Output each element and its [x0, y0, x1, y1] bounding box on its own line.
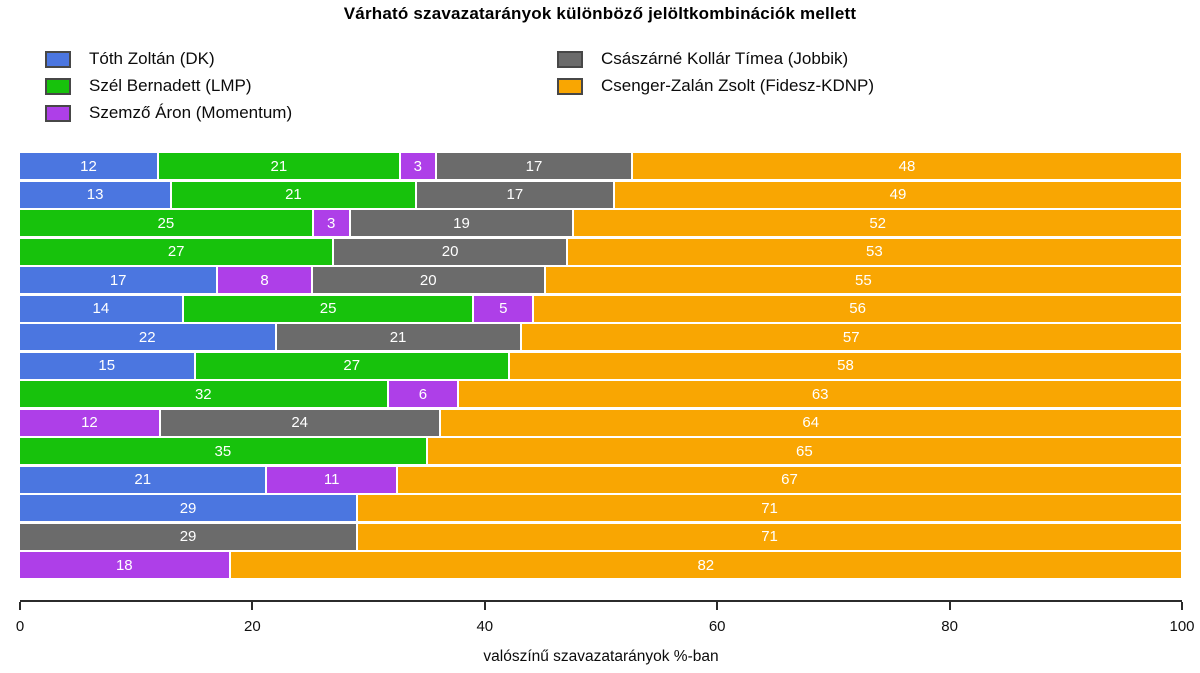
- legend-item: Szemző Áron (Momentum): [45, 102, 557, 124]
- bar-segment: 12: [20, 409, 159, 436]
- bar-row: 22 21 57: [20, 324, 1181, 350]
- bar-segment: 14: [20, 295, 182, 322]
- legend-item: Tóth Zoltán (DK): [45, 48, 557, 70]
- bar-segment: 65: [427, 438, 1181, 464]
- bar-segment: 27: [20, 238, 333, 265]
- bar-segment: 12: [20, 153, 157, 179]
- bar-segment: 24: [160, 409, 439, 436]
- x-axis-label: valószínű szavazatarányok %-ban: [483, 648, 719, 665]
- bar-segment: 35: [20, 438, 426, 464]
- bar-segment: 56: [534, 295, 1181, 322]
- bar-row: 18 82: [20, 552, 1181, 578]
- bar-segment: 5: [474, 295, 533, 322]
- legend-item-label: Szemző Áron (Momentum): [89, 103, 293, 122]
- bar-segment: 17: [416, 181, 614, 208]
- bar-segment: 32: [20, 381, 387, 407]
- legend-swatch: [557, 77, 583, 95]
- x-axis-tick-label: 80: [941, 618, 958, 635]
- bar-segment: 71: [358, 523, 1181, 550]
- bar-segment: 18: [20, 552, 229, 578]
- bar-row: 29 71: [20, 523, 1181, 550]
- x-axis-tick: [716, 602, 719, 610]
- bar-segment: 8: [218, 267, 311, 293]
- x-axis: 0 20 40 60 80 100: [16, 600, 1195, 640]
- bar-segment: 58: [509, 352, 1181, 379]
- legend-item-label: Császárné Kollár Tímea (Jobbik): [601, 49, 849, 68]
- bar-row: 35 65: [20, 438, 1181, 464]
- bar-segment: 48: [633, 153, 1181, 179]
- x-axis-tick: [19, 602, 21, 610]
- x-axis-tick: [483, 602, 486, 610]
- bar-row: 21 11 67: [20, 466, 1181, 493]
- x-axis-tick-label: 0: [15, 618, 25, 635]
- bar-row: 25 3 19 52: [20, 210, 1182, 236]
- legend-item-label: Csenger-Zalán Zsolt (Fidesz-KDNP): [601, 76, 875, 95]
- bar-segment: 21: [158, 153, 399, 179]
- legend-item-label: Tóth Zoltán (DK): [89, 49, 215, 68]
- bar-segment: 25: [183, 295, 473, 322]
- bar-segment: 20: [334, 238, 566, 265]
- bar-segment: 22: [20, 324, 275, 350]
- bar-segment: 17: [436, 153, 632, 179]
- bar-segment: 25: [20, 210, 312, 236]
- bar-segment: 29: [20, 523, 357, 550]
- bar-row: 12 24 64: [20, 409, 1182, 436]
- bar-segment: 17: [20, 267, 217, 293]
- bar-row: 27 20 53: [20, 238, 1181, 265]
- bar-row: 29 71: [20, 495, 1181, 521]
- x-axis-tick-label: 60: [708, 618, 726, 635]
- bar-segment: 82: [230, 552, 1181, 578]
- legend-column-right: Császárné Kollár Tímea (Jobbik) Csenger-Z…: [557, 48, 1170, 124]
- bar-segment: 6: [388, 381, 458, 407]
- legend-item: Császárné Kollár Tímea (Jobbik): [557, 48, 1170, 70]
- bar-segment: 52: [574, 210, 1182, 236]
- bar-segment: 27: [195, 352, 508, 379]
- bar-row: 32 6 63: [20, 381, 1181, 407]
- x-axis-tick: [251, 602, 254, 610]
- bar-segment: 49: [615, 181, 1181, 208]
- bar-segment: 29: [20, 495, 357, 521]
- legend-swatch: [557, 50, 583, 68]
- bar-segment: 57: [521, 324, 1181, 350]
- bar-segment: 21: [20, 466, 266, 493]
- bar-segment: 3: [400, 153, 435, 179]
- x-axis-tick: [1181, 602, 1183, 610]
- bar-row: 13 21 17 49: [20, 181, 1181, 208]
- x-axis-tick-label: 40: [476, 618, 494, 635]
- legend: Tóth Zoltán (DK) Szél Bernadett (LMP) Szem…: [45, 48, 1170, 124]
- legend-swatch: [45, 104, 71, 122]
- legend-swatch: [45, 77, 71, 95]
- bar-row: 17 8 20 55: [20, 267, 1181, 293]
- legend-item: Szél Bernadett (LMP): [45, 75, 557, 97]
- bar-segment: 53: [567, 238, 1181, 265]
- bar-segment: 64: [440, 409, 1182, 436]
- bar-segment: 67: [397, 466, 1181, 493]
- plot-area: 12 21 3 17 48 13 21 17 49 25 3 19 52 27 20 53 17 8 20 55 14 2…: [20, 153, 1182, 578]
- bar-segment: 15: [20, 352, 194, 379]
- bar-row: 14 25 5 56: [20, 295, 1181, 322]
- bar-segment: 63: [459, 381, 1181, 407]
- legend-swatch: [45, 50, 71, 68]
- bar-segment: 21: [172, 181, 415, 208]
- bar-segment: 19: [350, 210, 573, 236]
- legend-item: Csenger-Zalán Zsolt (Fidesz-KDNP): [557, 75, 1170, 97]
- bar-segment: 71: [358, 495, 1181, 521]
- x-axis-tick-label: 20: [244, 618, 261, 635]
- bar-row: 12 21 3 17 48: [20, 153, 1181, 179]
- bar-row: 15 27 58: [20, 352, 1181, 379]
- bar-segment: 21: [276, 324, 520, 350]
- bar-segment: 13: [20, 181, 171, 208]
- bar-segment: 20: [312, 267, 544, 293]
- x-axis-tick: [948, 602, 951, 610]
- legend-column-left: Tóth Zoltán (DK) Szél Bernadett (LMP) Szem…: [45, 48, 557, 124]
- chart-title: Várható szavazatarányok különböző jelölt…: [343, 4, 857, 23]
- bar-segment: 11: [267, 466, 396, 493]
- bar-segment: 3: [313, 210, 349, 236]
- x-axis-tick-label: 100: [1169, 618, 1195, 635]
- legend-item-label: Szél Bernadett (LMP): [89, 76, 252, 95]
- bar-segment: 55: [545, 267, 1181, 293]
